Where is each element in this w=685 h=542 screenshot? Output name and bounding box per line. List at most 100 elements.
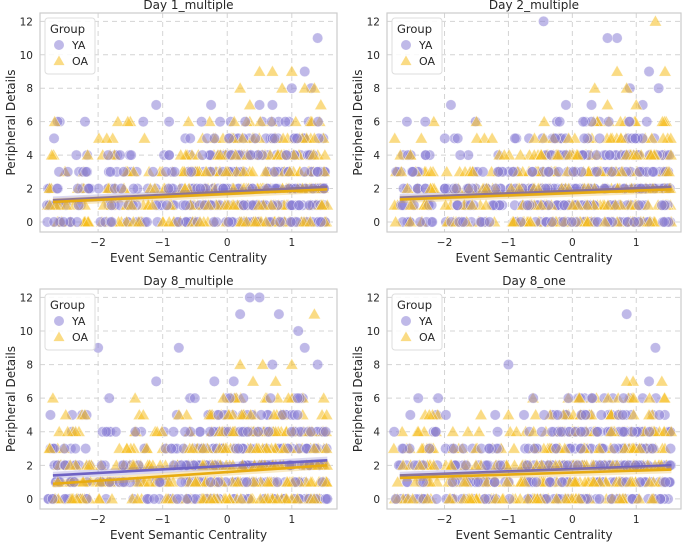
x-tick-label: 1 bbox=[288, 237, 295, 249]
oa-point bbox=[405, 492, 420, 504]
y-tick-label: 12 bbox=[20, 292, 33, 304]
ya-point bbox=[656, 199, 668, 211]
ya-point bbox=[621, 308, 633, 320]
oa-point bbox=[100, 131, 114, 144]
ya-point bbox=[204, 426, 216, 438]
oa-point bbox=[130, 492, 145, 504]
ya-point bbox=[586, 392, 598, 404]
ya-point bbox=[527, 392, 539, 404]
ya-point bbox=[128, 183, 140, 195]
oa-point bbox=[281, 391, 296, 404]
oa-point bbox=[216, 391, 231, 404]
ya-point bbox=[175, 476, 187, 488]
ya-point bbox=[110, 426, 122, 438]
ya-point bbox=[48, 132, 60, 144]
oa-point bbox=[63, 458, 77, 471]
oa-point bbox=[472, 424, 486, 437]
oa-point bbox=[497, 148, 512, 161]
plot-frame bbox=[39, 288, 338, 510]
ya-point bbox=[189, 392, 201, 404]
oa-point bbox=[485, 131, 499, 144]
panel-title: Day 2_multiple bbox=[489, 0, 579, 12]
y-tick-label: 8 bbox=[26, 83, 33, 95]
oa-point bbox=[648, 14, 663, 27]
oa-point bbox=[128, 391, 142, 404]
oa-point bbox=[500, 475, 514, 488]
legend-oa-marker bbox=[53, 331, 65, 342]
y-tick-label: 2 bbox=[26, 460, 33, 472]
ya-point bbox=[538, 409, 550, 421]
oa-point bbox=[629, 148, 644, 161]
ya-point bbox=[125, 149, 137, 161]
ya-point bbox=[575, 443, 587, 455]
ya-fit-line bbox=[399, 185, 672, 200]
oa-point bbox=[469, 458, 483, 471]
oa-point bbox=[265, 64, 280, 77]
legend-entry-oa: OA bbox=[419, 331, 435, 344]
ya-point bbox=[266, 116, 278, 128]
ya-point bbox=[653, 82, 665, 94]
ya-point bbox=[457, 443, 469, 455]
legend-title: Group bbox=[50, 22, 85, 36]
oa-point bbox=[150, 424, 164, 437]
oa-point bbox=[307, 441, 321, 454]
oa-point bbox=[174, 148, 188, 161]
ya-point bbox=[214, 116, 226, 128]
ya-point bbox=[457, 216, 469, 228]
ya-point bbox=[509, 132, 521, 144]
ya-point bbox=[163, 149, 175, 161]
oa-point bbox=[185, 441, 200, 454]
ya-point bbox=[483, 216, 495, 228]
ya-point bbox=[286, 82, 298, 94]
oa-point bbox=[592, 441, 606, 454]
ya-point bbox=[291, 132, 303, 144]
oa-point bbox=[193, 215, 207, 227]
oa-point bbox=[82, 458, 96, 471]
ya-point bbox=[591, 426, 603, 438]
ya-point bbox=[137, 116, 149, 128]
ya-point bbox=[594, 132, 606, 144]
ya-point bbox=[555, 426, 567, 438]
oa-point bbox=[285, 64, 299, 77]
legend: Group YA OA bbox=[391, 293, 443, 351]
x-tick-label: 1 bbox=[633, 514, 640, 526]
oa-point bbox=[239, 215, 254, 227]
ya-point bbox=[489, 476, 501, 488]
ya-point bbox=[643, 66, 655, 78]
oa-point bbox=[610, 64, 624, 77]
oa-point bbox=[613, 114, 628, 127]
ya-point bbox=[404, 409, 416, 421]
oa-point bbox=[121, 114, 135, 127]
y-tick-label: 0 bbox=[373, 494, 380, 506]
ya-point bbox=[238, 199, 250, 211]
ya-point bbox=[321, 493, 333, 505]
oa-point bbox=[246, 374, 260, 387]
ya-point bbox=[544, 476, 556, 488]
oa-fit-line bbox=[399, 188, 672, 201]
x-axis-label: Event Semantic Centrality bbox=[455, 251, 612, 265]
y-tick-label: 8 bbox=[26, 360, 33, 372]
ya-point bbox=[239, 116, 251, 128]
y-tick-label: 6 bbox=[373, 117, 380, 129]
ya-point bbox=[665, 443, 677, 455]
ya-point bbox=[591, 166, 603, 178]
ya-point bbox=[552, 409, 564, 421]
oa-point bbox=[521, 492, 535, 504]
ya-point bbox=[578, 132, 590, 144]
oa-point bbox=[275, 81, 289, 94]
ya-point bbox=[481, 459, 493, 471]
ya-point bbox=[179, 426, 191, 438]
oa-point bbox=[245, 165, 260, 177]
ya-point bbox=[560, 99, 572, 111]
oa-point bbox=[228, 148, 243, 161]
oa-point bbox=[235, 408, 249, 420]
oa-point bbox=[219, 165, 233, 177]
ya-point bbox=[623, 116, 635, 128]
x-tick-label: 1 bbox=[288, 514, 295, 526]
oa-point bbox=[523, 215, 537, 227]
oa-point bbox=[261, 475, 275, 488]
ya-point bbox=[222, 216, 234, 228]
oa-point bbox=[530, 492, 544, 504]
oa-point bbox=[253, 492, 268, 504]
